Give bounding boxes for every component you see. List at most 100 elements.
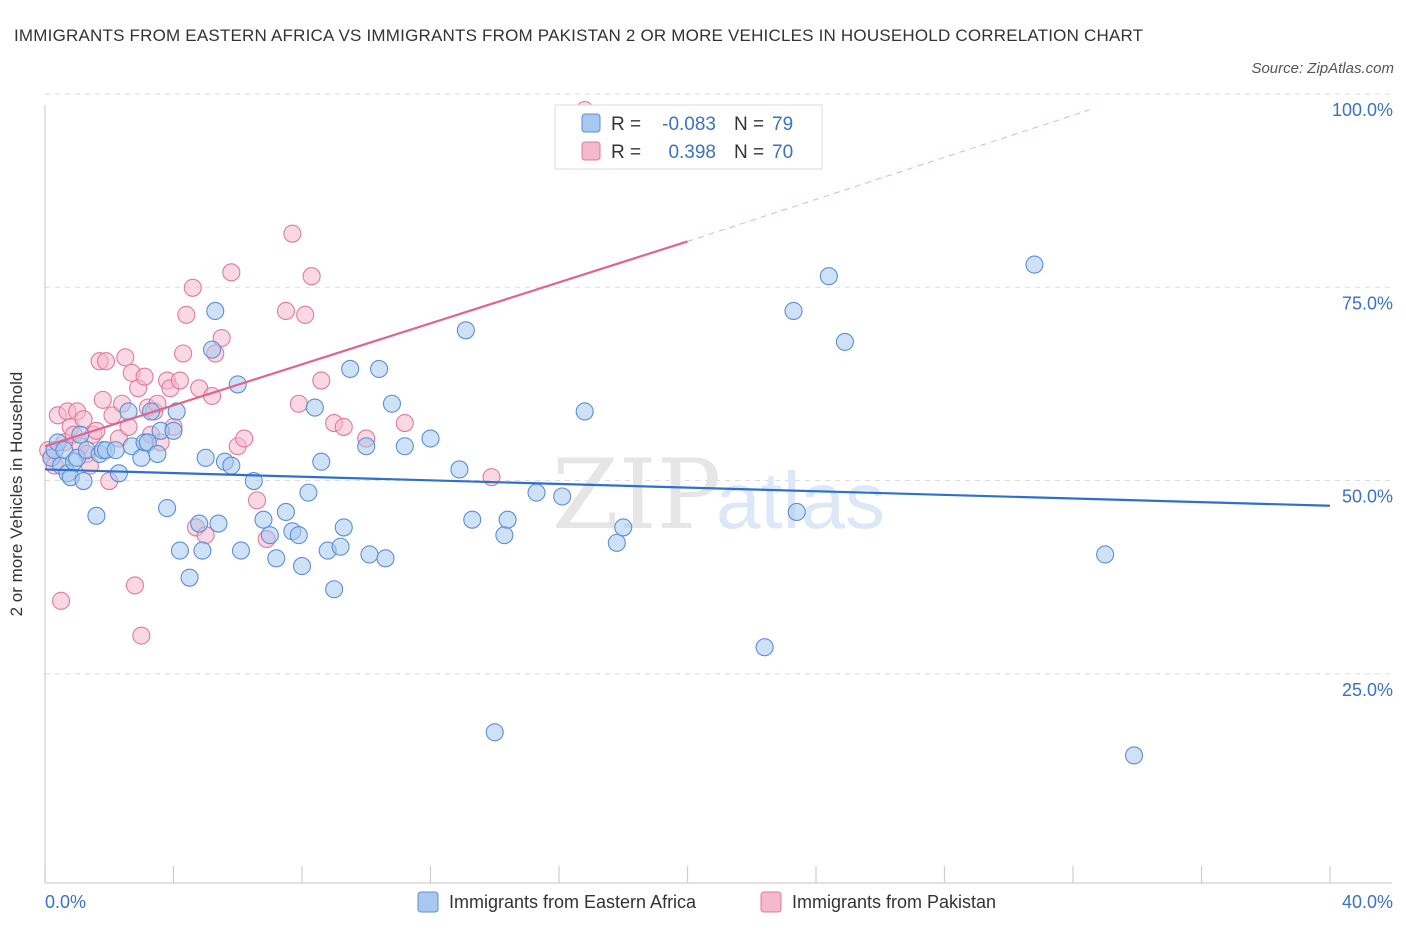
eastern-africa-point	[787, 502, 806, 522]
eastern-africa-point	[158, 499, 177, 518]
y-tick-label: 50.0%	[1342, 487, 1393, 507]
eastern-africa-point	[614, 518, 633, 537]
legend-label-pakistan: Immigrants from Pakistan	[792, 892, 996, 912]
eastern-africa-point	[819, 267, 838, 286]
trend-line-eastern-africa	[44, 468, 1331, 507]
eastern-africa-point	[193, 541, 212, 560]
legend-swatch-pakistan	[760, 891, 782, 913]
eastern-africa-point	[1096, 545, 1115, 564]
eastern-africa-point	[289, 526, 308, 545]
pakistan-point	[302, 267, 321, 286]
x-tick-label: 40.0%	[1342, 892, 1393, 912]
eastern-africa-point	[87, 506, 106, 525]
stats-n-label-pink: N =	[734, 142, 764, 163]
trend-line-pakistan-extension	[687, 109, 1090, 242]
eastern-africa-point	[498, 510, 517, 529]
eastern-africa-point	[305, 398, 324, 417]
eastern-africa-point	[370, 359, 389, 379]
eastern-africa-point	[527, 483, 546, 502]
eastern-africa-point	[325, 580, 344, 599]
eastern-africa-point	[106, 441, 125, 460]
watermark: ZIP atlas	[552, 439, 885, 551]
eastern-africa-point	[276, 502, 295, 522]
eastern-africa-point	[203, 340, 222, 359]
eastern-africa-point	[148, 444, 167, 464]
eastern-africa-point	[299, 483, 318, 502]
stats-legend: R = -0.083 N = 79 R = 0.398 N = 70	[554, 104, 823, 170]
eastern-africa-point	[835, 332, 854, 351]
stats-n-label-blue: N =	[734, 114, 764, 135]
eastern-africa-point	[209, 514, 228, 533]
pakistan-point	[296, 305, 315, 324]
eastern-africa-point	[138, 433, 157, 452]
eastern-africa-point	[495, 526, 514, 545]
x-tick-label: 0.0%	[45, 892, 86, 912]
eastern-africa-point	[244, 471, 263, 491]
pakistan-point	[222, 263, 241, 282]
x-axis-ticks	[44, 866, 1331, 883]
pakistan-point	[93, 390, 112, 409]
gridlines	[45, 93, 1392, 675]
eastern-africa-point	[190, 514, 209, 533]
eastern-africa-point	[357, 437, 376, 456]
y-tick-label: 100.0%	[1332, 100, 1393, 120]
pakistan-point	[174, 344, 193, 363]
watermark-zip: ZIP	[552, 439, 721, 551]
eastern-africa-point	[312, 452, 331, 471]
stats-n-value-pink: 70	[772, 142, 793, 163]
eastern-africa-point	[254, 510, 273, 529]
axes	[44, 105, 1392, 884]
eastern-africa-point	[222, 456, 241, 475]
eastern-africa-point	[450, 460, 469, 479]
pakistan-point	[135, 367, 154, 386]
stats-swatch-pink	[581, 141, 601, 161]
stats-r-value-pink: 0.398	[668, 142, 716, 163]
eastern-africa-point	[341, 359, 360, 379]
stats-r-label-blue: R =	[611, 114, 641, 135]
pakistan-point	[177, 305, 196, 324]
pakistan-point	[276, 301, 295, 321]
eastern-africa-point	[267, 549, 286, 568]
eastern-africa-point	[334, 518, 353, 537]
eastern-africa-point	[109, 464, 128, 483]
stats-r-label-pink: R =	[611, 142, 641, 163]
eastern-africa-point	[167, 402, 186, 421]
eastern-africa-point	[421, 429, 440, 448]
chart-title: IMMIGRANTS FROM EASTERN AFRICA VS IMMIGR…	[14, 26, 1144, 45]
series-eastern-africa-points	[42, 255, 1144, 765]
pakistan-point	[170, 371, 189, 390]
eastern-africa-point	[575, 402, 594, 421]
pakistan-point	[52, 591, 71, 610]
eastern-africa-point	[607, 533, 626, 552]
pakistan-point	[312, 371, 331, 390]
eastern-africa-point	[1025, 255, 1044, 274]
eastern-africa-point	[376, 549, 395, 568]
eastern-africa-point	[231, 541, 251, 560]
pakistan-point	[247, 491, 267, 510]
y-axis-tick-labels: 100.0% 75.0% 50.0% 25.0%	[1332, 100, 1393, 700]
stats-swatch-blue	[581, 113, 601, 133]
eastern-africa-point	[784, 301, 803, 321]
eastern-africa-point	[180, 568, 199, 587]
eastern-africa-point	[463, 510, 482, 529]
eastern-africa-point	[132, 448, 151, 467]
eastern-africa-point	[382, 394, 402, 413]
pakistan-point	[289, 394, 308, 413]
pakistan-point	[334, 417, 353, 436]
eastern-africa-point	[164, 421, 183, 440]
eastern-africa-point	[1124, 746, 1144, 765]
x-axis-tick-labels: 0.0% 40.0%	[45, 892, 1393, 912]
eastern-africa-point	[74, 471, 93, 491]
eastern-africa-point	[260, 526, 279, 545]
eastern-africa-point	[331, 537, 350, 556]
stats-n-value-blue: 79	[772, 114, 793, 135]
trend-lines	[44, 109, 1331, 507]
pakistan-point	[132, 626, 151, 645]
eastern-africa-point	[196, 448, 215, 467]
stats-r-value-blue: -0.083	[662, 114, 716, 135]
eastern-africa-point	[485, 723, 504, 742]
series-pakistan-points	[39, 100, 594, 645]
pakistan-point	[212, 328, 231, 348]
eastern-africa-point	[553, 487, 572, 506]
